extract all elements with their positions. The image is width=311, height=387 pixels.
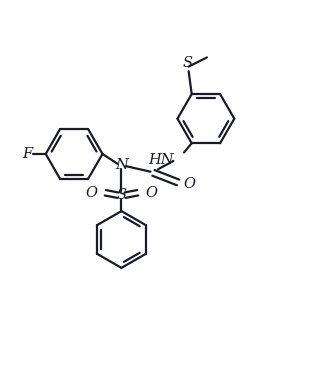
Text: HN: HN xyxy=(148,153,173,167)
Text: O: O xyxy=(183,177,195,191)
Text: O: O xyxy=(86,186,98,200)
Text: S: S xyxy=(116,188,127,202)
Text: S: S xyxy=(182,56,192,70)
Text: F: F xyxy=(22,147,32,161)
Text: N: N xyxy=(115,158,128,172)
Text: O: O xyxy=(145,186,157,200)
